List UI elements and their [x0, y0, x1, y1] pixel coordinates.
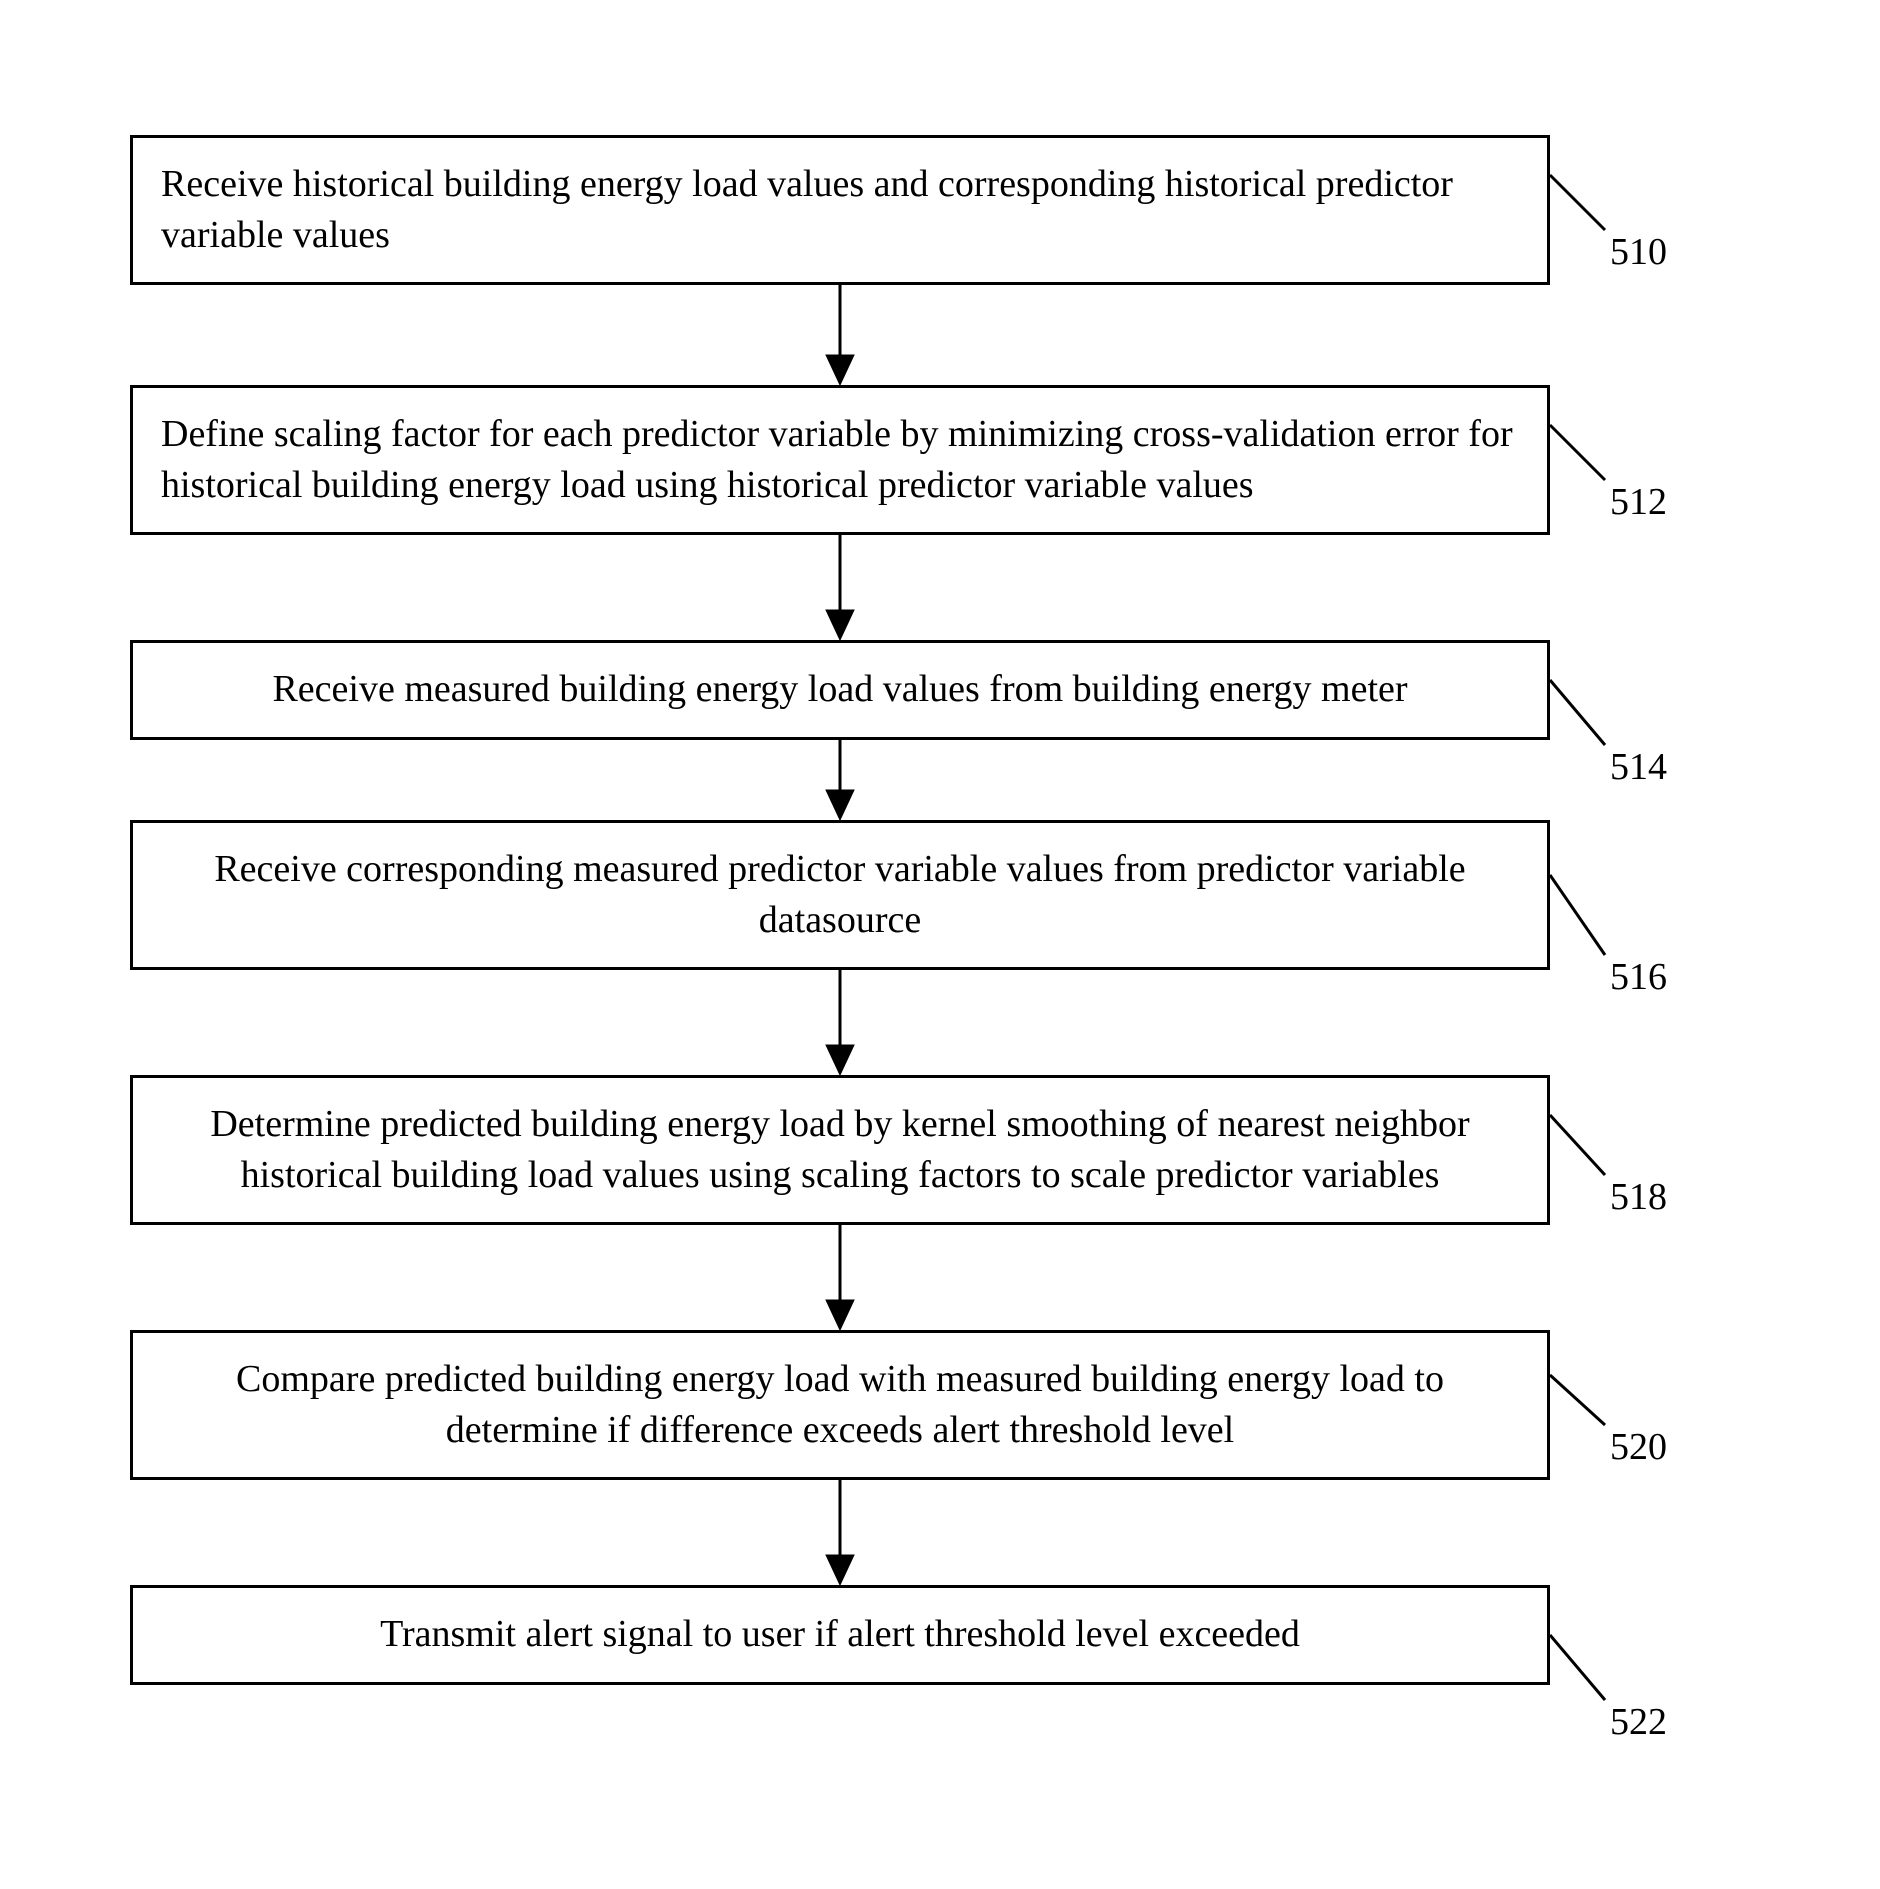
- flow-step-text: Receive measured building energy load va…: [133, 664, 1547, 715]
- flow-step-518: Determine predicted building energy load…: [130, 1075, 1550, 1225]
- flow-step-text: Transmit alert signal to user if alert t…: [133, 1609, 1547, 1660]
- ref-label-516: 516: [1610, 955, 1667, 999]
- ref-label-512: 512: [1610, 480, 1667, 524]
- flow-step-516: Receive corresponding measured predictor…: [130, 820, 1550, 970]
- flow-arrow: [822, 1225, 858, 1330]
- flow-step-text: Receive historical building energy load …: [133, 159, 1547, 262]
- leader-line: [1548, 173, 1607, 232]
- flow-step-text: Receive corresponding measured predictor…: [133, 844, 1547, 947]
- flow-arrow: [822, 970, 858, 1075]
- flow-step-522: Transmit alert signal to user if alert t…: [130, 1585, 1550, 1685]
- ref-label-510: 510: [1610, 230, 1667, 274]
- flow-arrow: [822, 535, 858, 640]
- leader-line: [1548, 1113, 1607, 1177]
- flow-arrow: [822, 285, 858, 385]
- ref-label-518: 518: [1610, 1175, 1667, 1219]
- flow-step-520: Compare predicted building energy load w…: [130, 1330, 1550, 1480]
- flowchart-canvas: Receive historical building energy load …: [0, 0, 1880, 1889]
- flow-step-text: Determine predicted building energy load…: [133, 1099, 1547, 1202]
- flow-step-510: Receive historical building energy load …: [130, 135, 1550, 285]
- ref-label-520: 520: [1610, 1425, 1667, 1469]
- flow-step-text: Compare predicted building energy load w…: [133, 1354, 1547, 1457]
- flow-step-text: Define scaling factor for each predictor…: [133, 409, 1547, 512]
- leader-line: [1548, 1633, 1607, 1702]
- ref-label-522: 522: [1610, 1700, 1667, 1744]
- leader-line: [1548, 423, 1607, 482]
- leader-line: [1548, 873, 1607, 957]
- leader-line: [1548, 678, 1607, 747]
- flow-arrow: [822, 740, 858, 820]
- ref-label-514: 514: [1610, 745, 1667, 789]
- leader-line: [1548, 1373, 1607, 1427]
- flow-step-512: Define scaling factor for each predictor…: [130, 385, 1550, 535]
- flow-step-514: Receive measured building energy load va…: [130, 640, 1550, 740]
- flow-arrow: [822, 1480, 858, 1585]
